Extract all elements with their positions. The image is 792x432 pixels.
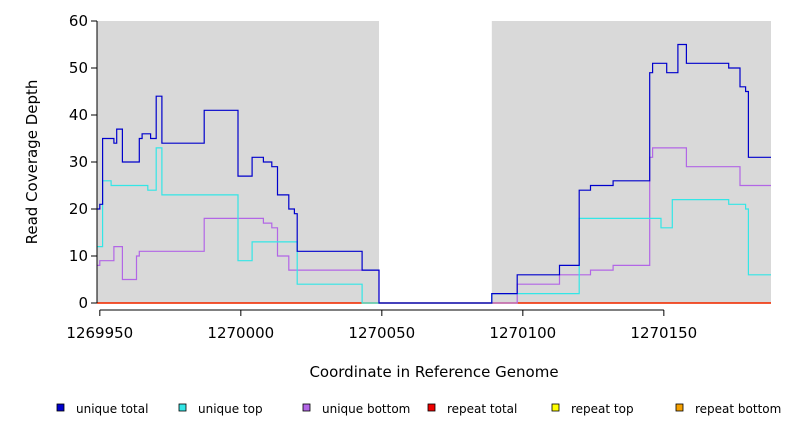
shaded-regions [97, 21, 771, 303]
legend-label: unique bottom [322, 402, 410, 416]
x-axis: 1269950 1270000 1270050 1270100 1270150 [66, 309, 697, 342]
y-tick-label: 50 [69, 59, 88, 77]
series-line-unique-top [97, 147, 771, 304]
legend-label: repeat top [571, 402, 634, 416]
y-tick-label: 30 [69, 153, 88, 171]
y-tick-label: 0 [78, 294, 88, 312]
y-axis-label: Read Coverage Depth [23, 80, 41, 245]
x-tick-label: 1270050 [348, 324, 415, 342]
legend-item-unique-bottom: unique bottom [302, 402, 410, 416]
series-line-unique-bottom [97, 147, 771, 304]
y-tick-label: 40 [69, 106, 88, 124]
legend-swatch [675, 403, 684, 412]
legend-label: unique top [198, 402, 263, 416]
y-tick-label: 10 [69, 247, 88, 265]
legend-item-repeat-bottom: repeat bottom [675, 402, 781, 416]
x-tick-label: 1269950 [66, 324, 133, 342]
x-tick-label: 1270150 [630, 324, 697, 342]
legend-item-repeat-total: repeat total [427, 402, 517, 416]
legend-swatch [178, 403, 187, 412]
legend-item-repeat-top: repeat top [551, 402, 634, 416]
legend-label: repeat bottom [695, 402, 781, 416]
x-tick-label: 1270000 [207, 324, 274, 342]
y-tick-label: 60 [69, 12, 88, 30]
x-tick-label: 1270100 [489, 324, 556, 342]
shaded-region-1 [491, 21, 771, 303]
legend-label: unique total [76, 402, 148, 416]
legend-swatch [551, 403, 560, 412]
series-lines [97, 43, 771, 304]
x-axis-label: Coordinate in Reference Genome [309, 363, 558, 381]
legend: unique total unique top unique bottom repea… [56, 402, 781, 416]
legend-item-unique-total: unique total [56, 402, 148, 416]
legend-label: repeat total [447, 402, 517, 416]
y-axis: 0 10 20 30 40 50 60 [69, 12, 98, 312]
legend-swatch [427, 403, 436, 412]
legend-item-unique-top: unique top [178, 402, 263, 416]
legend-swatch [56, 403, 65, 412]
y-tick-label: 20 [69, 200, 88, 218]
legend-swatch [302, 403, 311, 412]
series-line-unique-total [97, 43, 771, 304]
